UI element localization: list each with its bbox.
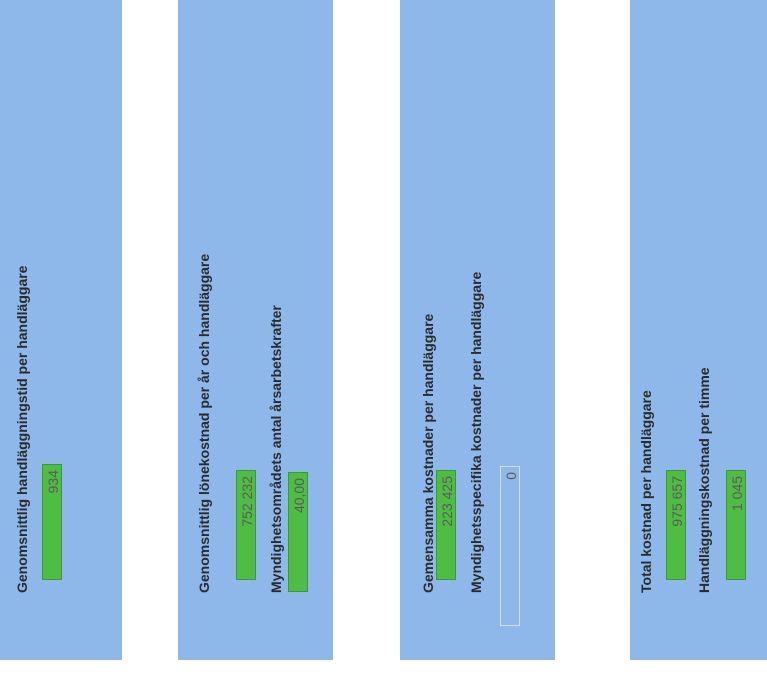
label-total-kostnad: Total kostnad per handläggare [638, 390, 654, 593]
value-total-kostnad: 975 657 [666, 470, 686, 580]
label-genomsnittlig-handlaggningstid: Genomsnittlig handläggningstid per handl… [14, 265, 30, 593]
panel-handlaggningstid: Genomsnittlig handläggningstid per handl… [0, 0, 122, 660]
label-gemensamma-kostnader: Gemensamma kostnader per handläggare [420, 313, 436, 593]
label-genomsnittlig-lonekostnad: Genomsnittlig lönekostnad per år och han… [196, 253, 212, 593]
value-handlaggningskostnad-per-timme: 1 045 [726, 470, 746, 580]
panel-kostnader: Gemensamma kostnader per handläggare 223… [400, 0, 555, 660]
value-myndighetsspecifika-kostnader: 0 [500, 466, 520, 626]
label-myndighetsspecifika-kostnader: Myndighetsspecifika kostnader per handlä… [468, 271, 484, 593]
value-antal-arsarbetskrafter: 40,00 [288, 472, 308, 592]
label-antal-arsarbetskrafter: Myndighetsområdets antal årsarbetskrafte… [268, 305, 284, 593]
value-genomsnittlig-lonekostnad: 752 232 [236, 470, 256, 580]
panel-total-kostnad: Total kostnad per handläggare 975 657 Ha… [630, 0, 767, 660]
label-handlaggningskostnad-per-timme: Handläggningskostnad per timme [696, 367, 712, 593]
value-genomsnittlig-handlaggningstid: 934 [42, 464, 62, 580]
panel-lonekostnad: Genomsnittlig lönekostnad per år och han… [178, 0, 333, 660]
value-gemensamma-kostnader: 223 425 [436, 470, 456, 580]
